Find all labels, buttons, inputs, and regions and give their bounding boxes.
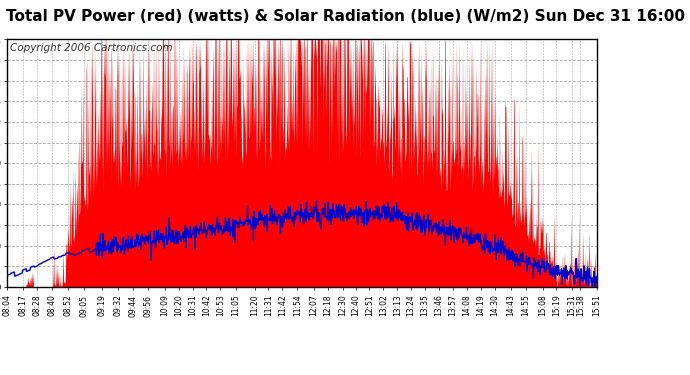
Text: Copyright 2006 Cartronics.com: Copyright 2006 Cartronics.com (10, 43, 172, 53)
Text: Total PV Power (red) (watts) & Solar Radiation (blue) (W/m2) Sun Dec 31 16:00: Total PV Power (red) (watts) & Solar Rad… (6, 9, 684, 24)
